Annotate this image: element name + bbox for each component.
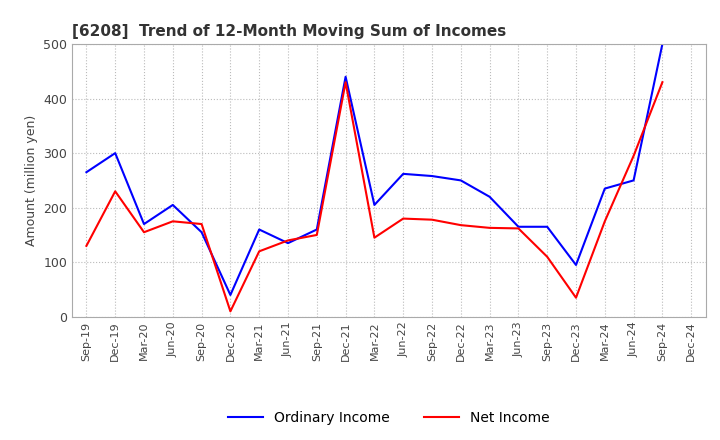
Net Income [572, 295, 580, 301]
Ordinary Income [543, 224, 552, 229]
Y-axis label: Amount (million yen): Amount (million yen) [24, 115, 37, 246]
Net Income [111, 189, 120, 194]
Net Income [428, 217, 436, 222]
Net Income [168, 219, 177, 224]
Net Income [456, 223, 465, 228]
Net Income [312, 232, 321, 238]
Net Income [485, 225, 494, 231]
Ordinary Income [399, 171, 408, 176]
Ordinary Income [312, 227, 321, 232]
Net Income [226, 309, 235, 314]
Net Income [399, 216, 408, 221]
Ordinary Income [370, 202, 379, 208]
Line: Ordinary Income: Ordinary Income [86, 44, 662, 295]
Ordinary Income [658, 41, 667, 47]
Ordinary Income [572, 262, 580, 268]
Net Income [370, 235, 379, 240]
Net Income [543, 254, 552, 260]
Ordinary Income [284, 241, 292, 246]
Ordinary Income [226, 292, 235, 297]
Ordinary Income [514, 224, 523, 229]
Net Income [341, 80, 350, 85]
Text: [6208]  Trend of 12-Month Moving Sum of Incomes: [6208] Trend of 12-Month Moving Sum of I… [72, 24, 506, 39]
Net Income [197, 221, 206, 227]
Ordinary Income [341, 74, 350, 79]
Net Income [140, 230, 148, 235]
Net Income [514, 226, 523, 231]
Ordinary Income [456, 178, 465, 183]
Net Income [82, 243, 91, 249]
Line: Net Income: Net Income [86, 82, 662, 312]
Ordinary Income [111, 150, 120, 156]
Ordinary Income [140, 221, 148, 227]
Ordinary Income [82, 169, 91, 175]
Net Income [629, 153, 638, 158]
Net Income [600, 219, 609, 224]
Net Income [658, 80, 667, 85]
Ordinary Income [428, 173, 436, 179]
Ordinary Income [485, 194, 494, 199]
Ordinary Income [197, 230, 206, 235]
Ordinary Income [600, 186, 609, 191]
Ordinary Income [255, 227, 264, 232]
Net Income [284, 238, 292, 243]
Ordinary Income [629, 178, 638, 183]
Ordinary Income [168, 202, 177, 208]
Legend: Ordinary Income, Net Income: Ordinary Income, Net Income [228, 411, 549, 425]
Net Income [255, 249, 264, 254]
